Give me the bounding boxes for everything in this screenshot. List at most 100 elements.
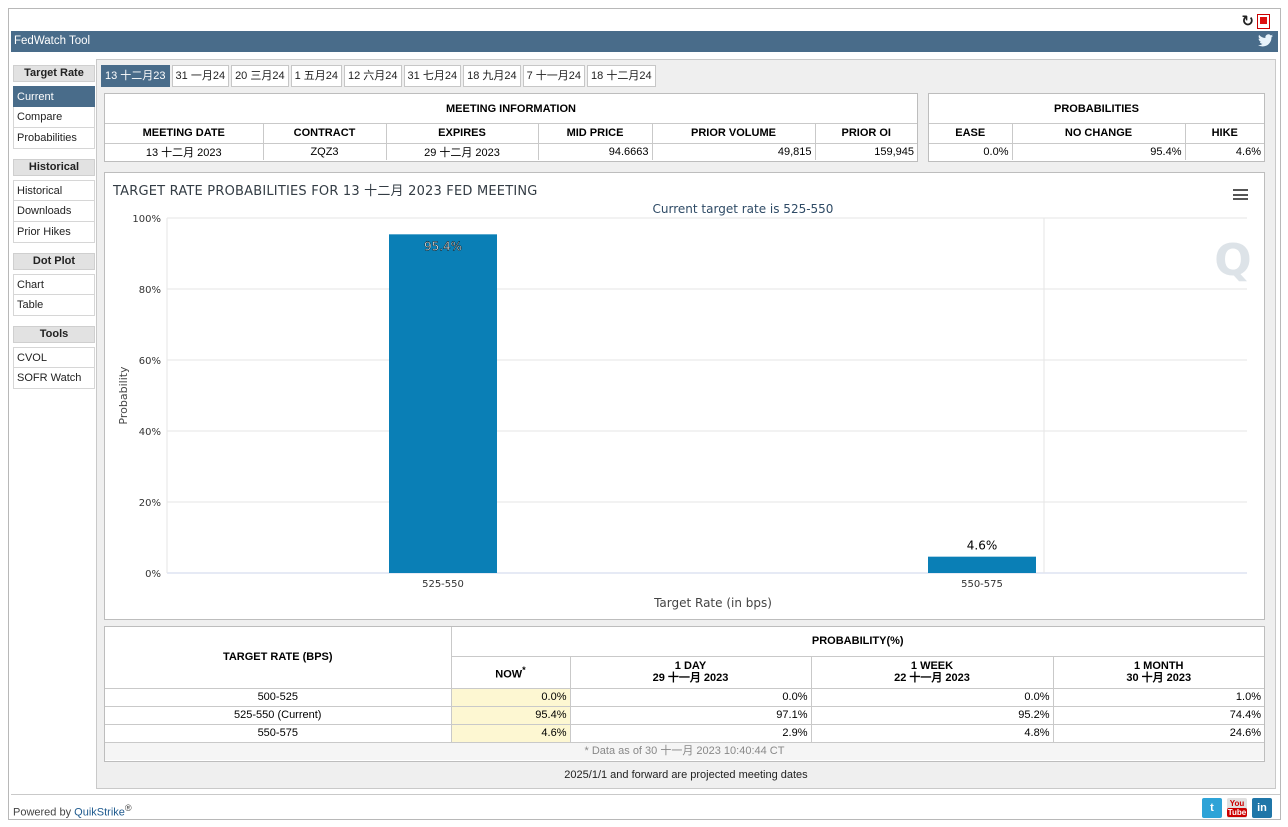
meeting-tab[interactable]: 18 九月24	[463, 65, 521, 87]
sidebar-item-historical[interactable]: Historical	[13, 180, 95, 201]
youtube-text-top: You	[1229, 799, 1245, 808]
sidebar-heading: Target Rate	[13, 65, 95, 82]
meeting-tab[interactable]: 1 五月24	[290, 65, 343, 87]
target-rate-header: TARGET RATE (BPS)	[105, 627, 452, 689]
meeting-header-0: MEETING DATE	[105, 124, 264, 144]
chart-panel: TARGET RATE PROBABILITIES FOR 13 十二月 202…	[104, 172, 1265, 620]
period-header: NOW*	[451, 656, 571, 689]
probability-cell: 1.0%	[1053, 688, 1264, 707]
sidebar-item-downloads[interactable]: Downloads	[13, 201, 95, 222]
probabilities-panel: PROBABILITIES EASE NO CHANGE HIKE 0.0% 95.4…	[928, 93, 1265, 162]
sidebar-item-cvol[interactable]: CVOL	[13, 347, 95, 368]
bar-525-550[interactable]	[389, 234, 497, 573]
meeting-tab[interactable]: 13 十二月23	[101, 65, 170, 87]
probability-cell: 74.4%	[1053, 706, 1264, 725]
projected-dates-note: 2025/1/1 and forward are projected meeti…	[564, 769, 808, 781]
probability-value-2: 4.6%	[1235, 145, 1261, 158]
meeting-value-5: 159,945	[874, 145, 914, 158]
table-row: 550-575 4.6% 2.9% 4.8% 24.6%	[105, 724, 1264, 743]
refresh-icon[interactable]: ↻	[1241, 12, 1254, 30]
meeting-tab[interactable]: 20 三月24	[231, 65, 289, 87]
meeting-tab[interactable]: 18 十二月24	[587, 65, 656, 87]
chart-subtitle: Current target rate is 525-550	[653, 202, 834, 216]
sidebar-item-table[interactable]: Table	[13, 295, 95, 316]
probability-value-0: 0.0%	[929, 143, 1013, 160]
meeting-information-title: MEETING INFORMATION	[105, 94, 917, 124]
meeting-header-3: MID PRICE	[538, 124, 653, 144]
fedwatch-frame: ↻ FedWatch Tool Target Rate Current Compar…	[8, 8, 1281, 820]
powered-by: Powered by QuikStrike®	[13, 803, 132, 819]
probabilities-table: EASE NO CHANGE HIKE 0.0% 95.4% 4.6%	[929, 124, 1264, 160]
period-header: 1 WEEK 22 十一月 2023	[811, 656, 1054, 689]
meeting-value-4: 49,815	[652, 143, 816, 160]
chart-title: TARGET RATE PROBABILITIES FOR 13 十二月 202…	[113, 184, 538, 199]
twitter-icon[interactable]	[1258, 34, 1273, 47]
twitter-social-icon[interactable]: t	[1202, 798, 1222, 818]
y-axis-title: Probability	[117, 366, 130, 425]
sidebar-item-chart[interactable]: Chart	[13, 274, 95, 295]
meeting-information-table: MEETING DATE CONTRACT EXPIRES MID PRICE PRIO…	[105, 124, 917, 160]
probabilities-title: PROBABILITIES	[929, 94, 1264, 124]
data-label: 95.4%	[424, 239, 462, 253]
meeting-value-0: 13 十二月 2023	[105, 143, 264, 160]
probability-cell: 95.2%	[811, 706, 1054, 725]
table-row: 525-550 (Current) 95.4% 97.1% 95.2% 74.4%	[105, 706, 1264, 725]
meeting-tab[interactable]: 31 一月24	[171, 65, 230, 87]
probability-bar-chart: Current target rate is 525-550 0% 20% 40% 60…	[117, 202, 1252, 610]
sidebar-gap	[13, 243, 95, 253]
meeting-value-3: 94.6663	[538, 143, 653, 160]
meeting-header-5: PRIOR OI	[815, 124, 917, 144]
probability-cell: 0.0%	[811, 688, 1054, 707]
youtube-icon[interactable]: You Tube	[1227, 798, 1247, 818]
period-label: 1 WEEK	[910, 660, 954, 672]
linkedin-icon[interactable]: in	[1252, 798, 1272, 818]
sidebar: Target Rate Current Compare Probabilities Hi…	[13, 65, 95, 389]
target-rate-cell: 500-525	[105, 688, 452, 707]
y-tick-label: 100%	[132, 214, 161, 225]
meeting-tabs: 13 十二月23 31 一月24 20 三月24 1 五月24 12 六月24 31 七月…	[101, 65, 656, 87]
meeting-value-1: ZQZ3	[263, 143, 387, 160]
x-tick-label: 525-550	[422, 579, 464, 590]
meeting-tab[interactable]: 12 六月24	[344, 65, 402, 87]
x-tick-label: 550-575	[961, 579, 1003, 590]
quikstrike-link[interactable]: QuikStrike	[74, 806, 125, 819]
probability-cell: 4.6%	[451, 724, 571, 743]
period-label: 1 MONTH	[1134, 660, 1184, 672]
meeting-header-1: CONTRACT	[263, 124, 387, 144]
period-date: 22 十一月 2023	[894, 672, 970, 684]
sidebar-item-compare[interactable]: Compare	[13, 107, 95, 128]
sidebar-item-probabilities[interactable]: Probabilities	[13, 128, 95, 149]
probability-cell: 97.1%	[570, 706, 812, 725]
meeting-tab[interactable]: 7 十一月24	[522, 65, 586, 87]
chart-menu-icon[interactable]	[1233, 189, 1248, 200]
target-rate-cell: 550-575	[105, 724, 452, 743]
meeting-header-4: PRIOR VOLUME	[652, 124, 816, 144]
probability-cell: 24.6%	[1053, 724, 1264, 743]
period-header: 1 MONTH 30 十月 2023	[1053, 656, 1264, 689]
sidebar-heading: Dot Plot	[13, 253, 95, 270]
top-icons: ↻	[1241, 12, 1270, 30]
probability-cell: 0.0%	[570, 688, 812, 707]
powered-by-label: Powered by	[13, 806, 75, 819]
sidebar-item-prior-hikes[interactable]: Prior Hikes	[13, 222, 95, 243]
sidebar-heading: Historical	[13, 159, 95, 176]
meeting-header-2: EXPIRES	[386, 124, 539, 144]
table-row: 500-525 0.0% 0.0% 0.0% 1.0%	[105, 688, 1264, 707]
social-links: t You Tube in	[1202, 798, 1272, 818]
x-axis-title: Target Rate (in bps)	[653, 596, 772, 610]
probability-header-1: NO CHANGE	[1012, 124, 1186, 144]
probability-cell: 0.0%	[451, 688, 571, 707]
sidebar-gap	[13, 316, 95, 326]
bar-550-575[interactable]	[928, 556, 1036, 573]
pdf-icon[interactable]	[1257, 13, 1270, 29]
sidebar-item-current[interactable]: Current	[13, 86, 95, 107]
registered-mark: ®	[124, 803, 132, 813]
sidebar-item-sofr-watch[interactable]: SOFR Watch	[13, 368, 95, 389]
probability-history-table: TARGET RATE (BPS) PROBABILITY(%) NOW* 1 D…	[105, 627, 1264, 743]
probability-header-2: HIKE	[1185, 124, 1264, 144]
y-tick-label: 60%	[139, 356, 161, 367]
data-label: 4.6%	[967, 539, 998, 553]
meeting-tab[interactable]: 31 七月24	[403, 65, 462, 87]
data-as-of-note: * Data as of 30 十一月 2023 10:40:44 CT	[105, 742, 1264, 760]
period-label: 1 DAY	[674, 660, 707, 672]
